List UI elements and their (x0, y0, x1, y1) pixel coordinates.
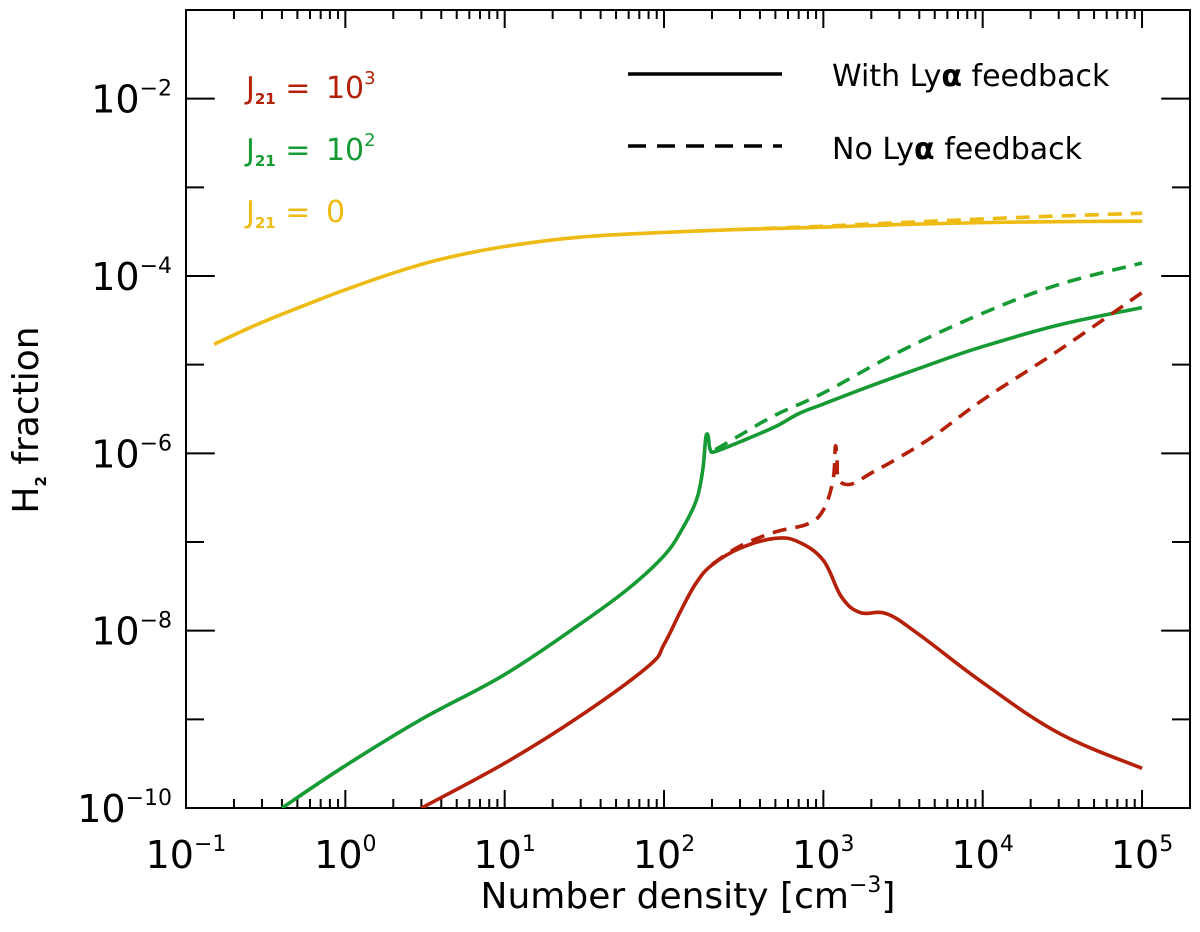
series-line-3 (714, 261, 1143, 452)
y-tick-label: 10−6 (91, 431, 172, 476)
legend: With Lyα feedback No Lyα feedback (628, 59, 1110, 167)
x-tick-label: 100 (314, 832, 376, 877)
y-tick-label: 10−2 (91, 77, 172, 122)
series-line-0 (213, 219, 1143, 346)
x-tick-label: 102 (633, 832, 695, 877)
legend-dashed-label: No Lyα feedback (832, 132, 1083, 167)
series-line-1 (739, 211, 1143, 232)
j21-label-100: J21 = 102 (244, 130, 376, 170)
y-tick-label: 10−10 (77, 786, 172, 831)
x-tick-label: 104 (952, 832, 1014, 877)
legend-solid-label: With Lyα feedback (832, 59, 1110, 94)
y-axis-title: H2 fraction (6, 326, 50, 513)
axis-ticks (186, 10, 1190, 808)
x-tick-label: 105 (1111, 832, 1173, 877)
x-tick-label: 101 (473, 832, 535, 877)
y-tick-label: 10−8 (91, 609, 172, 654)
series-line-5 (710, 291, 1144, 566)
j21-label-1000: J21 = 103 (244, 68, 376, 108)
y-tick-label: 10−4 (91, 254, 172, 299)
j21-labels: J21 = 103 J21 = 102 J21 = 0 (244, 68, 376, 232)
j21-label-0: J21 = 0 (244, 195, 345, 232)
x-axis-title: Number density [cm−3] (481, 873, 896, 917)
x-tick-label: 103 (792, 832, 854, 877)
axis-tick-labels: 10−1 100 101 102 103 104 105 10−10 10−8 10−6 10−4 1… (77, 77, 1173, 877)
x-tick-label: 10−1 (146, 832, 227, 877)
series-line-2 (280, 305, 1143, 808)
data-series (213, 211, 1144, 808)
series-line-4 (420, 536, 1143, 808)
plot-frame (185, 9, 1191, 809)
